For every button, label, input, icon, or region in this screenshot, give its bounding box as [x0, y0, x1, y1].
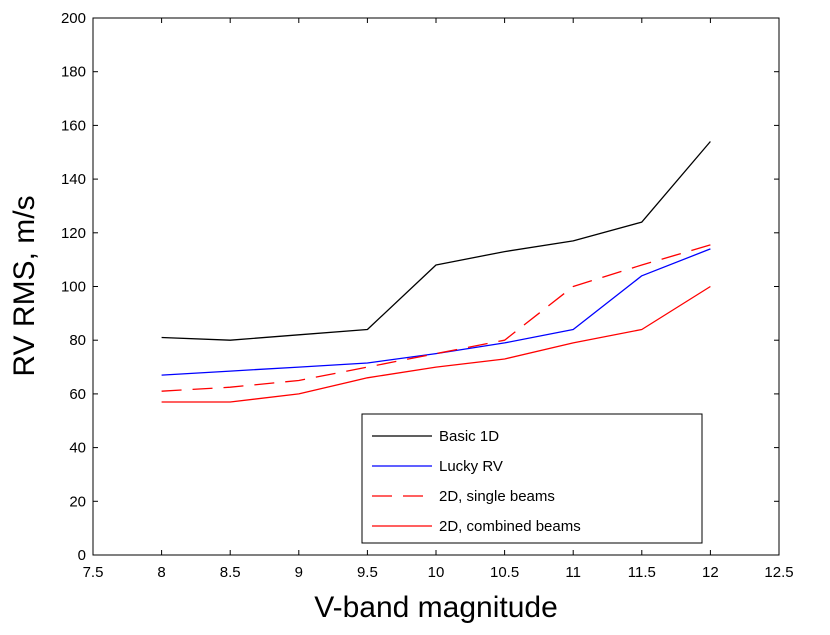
x-tick-label: 11 [565, 564, 581, 581]
y-tick-label: 120 [61, 225, 86, 242]
x-tick-label: 9 [295, 564, 303, 581]
x-tick-label: 12 [702, 564, 719, 581]
legend-label: 2D, combined beams [439, 518, 581, 535]
x-tick-label: 11.5 [628, 564, 656, 581]
y-tick-label: 0 [78, 547, 86, 564]
legend-label: Basic 1D [439, 428, 499, 445]
y-axis-title: RV RMS, m/s [8, 195, 41, 376]
x-tick-label: 8.5 [220, 564, 241, 581]
y-tick-label: 100 [61, 279, 86, 296]
x-tick-label: 12.5 [764, 564, 793, 581]
x-tick-label: 9.5 [357, 564, 378, 581]
x-axis-title: V-band magnitude [314, 591, 558, 624]
y-tick-label: 160 [61, 117, 86, 134]
y-tick-label: 180 [61, 64, 86, 81]
series-line-2d-combined-beams [161, 285, 711, 403]
series-line-basic-1d [161, 141, 711, 341]
x-tick-label: 8 [157, 564, 165, 581]
legend-label: Lucky RV [439, 458, 503, 475]
legend: Basic 1D Lucky RV 2D, single beams 2D, comb… [361, 413, 703, 544]
y-axis-ticks: 0 20 40 60 80 100 120 140 160 180 200 [61, 10, 779, 564]
y-tick-label: 40 [69, 440, 86, 457]
y-tick-label: 80 [69, 332, 86, 349]
series-line-2d-single-beams [161, 244, 711, 392]
legend-label: 2D, single beams [439, 488, 555, 505]
y-tick-label: 200 [61, 10, 86, 27]
series-lines [161, 141, 711, 403]
y-tick-label: 140 [61, 171, 86, 188]
x-axis-ticks: 7.5 8 8.5 9 9.5 10 10.5 11 11.5 12 12.5 [83, 18, 794, 581]
series-line-lucky-rv [161, 248, 711, 376]
x-tick-label: 10 [428, 564, 445, 581]
y-tick-label: 60 [69, 386, 86, 403]
x-tick-label: 10.5 [490, 564, 519, 581]
x-tick-label: 7.5 [83, 564, 104, 581]
y-tick-label: 20 [69, 493, 86, 510]
